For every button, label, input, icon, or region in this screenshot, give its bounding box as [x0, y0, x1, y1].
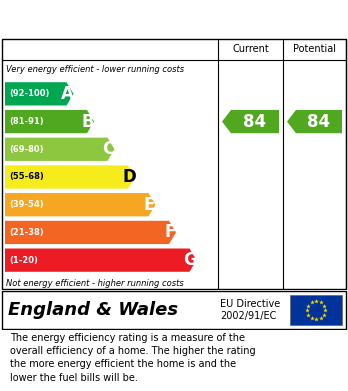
Text: (55-68): (55-68): [9, 172, 44, 181]
Polygon shape: [5, 249, 197, 272]
Polygon shape: [5, 221, 176, 244]
Polygon shape: [222, 110, 279, 133]
Text: Current: Current: [232, 44, 269, 54]
Text: EU Directive: EU Directive: [220, 299, 280, 309]
Text: D: D: [122, 168, 136, 186]
Text: England & Wales: England & Wales: [8, 301, 178, 319]
Text: (21-38): (21-38): [9, 228, 44, 237]
Text: C: C: [102, 140, 114, 158]
Text: (1-20): (1-20): [9, 256, 38, 265]
Bar: [290, 295, 342, 325]
Polygon shape: [5, 82, 73, 106]
Polygon shape: [5, 165, 135, 188]
Polygon shape: [5, 138, 114, 161]
Text: The energy efficiency rating is a measure of the
overall efficiency of a home. T: The energy efficiency rating is a measur…: [10, 333, 256, 383]
Text: (81-91): (81-91): [9, 117, 44, 126]
Text: G: G: [184, 251, 197, 269]
Text: Energy Efficiency Rating: Energy Efficiency Rating: [10, 10, 239, 28]
Text: F: F: [164, 223, 176, 241]
Text: 84: 84: [307, 113, 331, 131]
Text: Not energy efficient - higher running costs: Not energy efficient - higher running co…: [6, 278, 184, 287]
Text: A: A: [61, 85, 74, 103]
Text: (69-80): (69-80): [9, 145, 44, 154]
Text: B: B: [82, 113, 94, 131]
Polygon shape: [5, 193, 156, 216]
Polygon shape: [5, 110, 94, 133]
Text: (92-100): (92-100): [9, 90, 49, 99]
Text: E: E: [144, 196, 155, 214]
Text: 2002/91/EC: 2002/91/EC: [220, 311, 276, 321]
Polygon shape: [287, 110, 342, 133]
Text: Very energy efficient - lower running costs: Very energy efficient - lower running co…: [6, 66, 184, 75]
Text: 84: 84: [244, 113, 267, 131]
Text: (39-54): (39-54): [9, 200, 44, 209]
Text: Potential: Potential: [293, 44, 336, 54]
